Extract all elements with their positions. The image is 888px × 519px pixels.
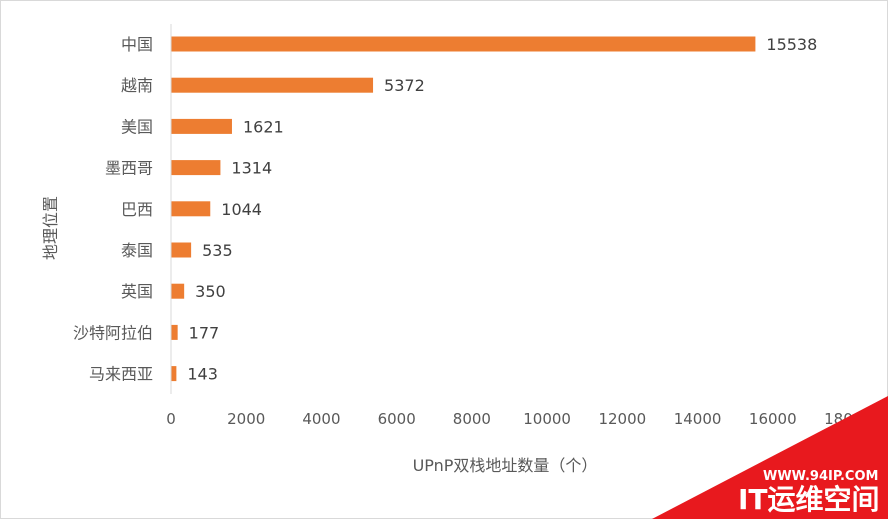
- bars-group: [171, 36, 756, 382]
- category-label: 马来西亚: [89, 365, 153, 384]
- watermark: WWW.94IP.COM IT运维空间: [652, 396, 888, 519]
- x-tick-label: 0: [166, 410, 176, 428]
- bar: [171, 36, 756, 52]
- category-label: 沙特阿拉伯: [73, 323, 153, 342]
- data-label: 5372: [384, 76, 425, 95]
- category-label: 英国: [121, 282, 153, 301]
- category-label: 巴西: [121, 200, 153, 219]
- x-tick-label: 16000: [749, 410, 797, 428]
- category-label: 越南: [121, 76, 153, 95]
- watermark-text: IT运维空间: [738, 483, 880, 516]
- x-tick-label: 12000: [598, 410, 646, 428]
- data-label: 143: [187, 365, 218, 384]
- category-label: 美国: [121, 117, 153, 136]
- x-tick-label: 6000: [378, 410, 416, 428]
- watermark-triangle: [652, 396, 888, 519]
- bar: [171, 324, 178, 340]
- category-label: 中国: [121, 35, 153, 54]
- category-label: 墨西哥: [105, 159, 153, 178]
- data-label: 1621: [243, 117, 284, 136]
- x-tick-label: 4000: [302, 410, 340, 428]
- bar: [171, 201, 211, 217]
- y-axis-title: 地理位置: [41, 196, 60, 260]
- bar: [171, 366, 177, 382]
- bar: [171, 118, 232, 134]
- data-label: 1314: [231, 159, 272, 178]
- bar: [171, 77, 374, 93]
- bar: [171, 283, 185, 299]
- bar: [171, 160, 221, 176]
- data-label: 535: [202, 241, 233, 260]
- x-tick-label: 2000: [227, 410, 265, 428]
- x-tick-label: 10000: [523, 410, 571, 428]
- x-tick-label: 14000: [674, 410, 722, 428]
- data-label: 1044: [221, 200, 262, 219]
- x-tick-label: 8000: [453, 410, 491, 428]
- data-label: 177: [189, 323, 220, 342]
- category-label: 泰国: [121, 241, 153, 260]
- x-axis-title: UPnP双栈地址数量（个）: [413, 456, 598, 475]
- value-labels: 15538 5372 1621 1314 1044 535 350 177 143: [187, 35, 817, 384]
- data-label: 15538: [766, 35, 817, 54]
- watermark-url: WWW.94IP.COM: [763, 469, 878, 484]
- x-tick-labels: 0200040006000800010000120001400016000180…: [166, 410, 872, 428]
- data-label: 350: [195, 282, 226, 301]
- bar: [171, 242, 192, 258]
